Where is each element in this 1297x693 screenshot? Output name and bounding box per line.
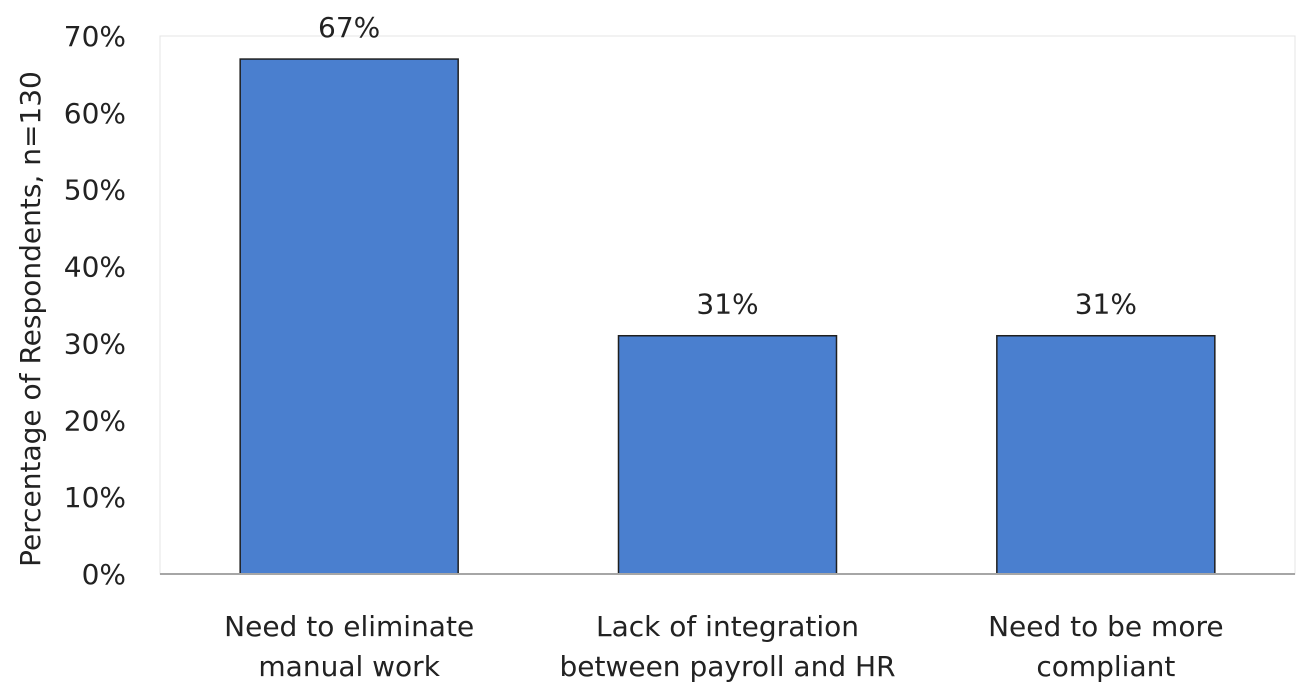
bar xyxy=(239,58,459,575)
y-tick-label: 40% xyxy=(64,251,126,284)
y-tick-label: 30% xyxy=(64,327,126,360)
x-tick-label: manual work xyxy=(258,650,440,683)
data-label: 31% xyxy=(696,288,758,321)
data-label: 67% xyxy=(318,11,380,44)
y-axis-title: Percentage of Respondents, n=130 xyxy=(14,71,47,567)
data-label: 31% xyxy=(1075,288,1137,321)
x-tick-label: Need to eliminate xyxy=(224,610,474,643)
x-tick-label: Need to be more xyxy=(988,610,1224,643)
data-labels-group: 67% 31% 31% xyxy=(318,11,1137,321)
y-axis-ticks: 0% 10% 20% 30% 40% 50% 60% 70% xyxy=(64,20,126,591)
y-tick-label: 60% xyxy=(64,97,126,130)
x-tick-label: between payroll and HR xyxy=(559,650,895,683)
bar xyxy=(996,334,1216,575)
y-tick-label: 0% xyxy=(82,558,126,591)
x-tick-label: Lack of integration xyxy=(596,610,859,643)
x-axis-labels: Need to eliminate manual work Lack of inte… xyxy=(224,610,1223,683)
y-tick-label: 50% xyxy=(64,174,126,207)
bar xyxy=(617,334,838,575)
x-tick-label: compliant xyxy=(1036,650,1175,683)
y-tick-label: 10% xyxy=(64,481,126,514)
bars-group xyxy=(239,58,1216,575)
y-tick-label: 70% xyxy=(64,20,126,53)
y-tick-label: 20% xyxy=(64,404,126,437)
